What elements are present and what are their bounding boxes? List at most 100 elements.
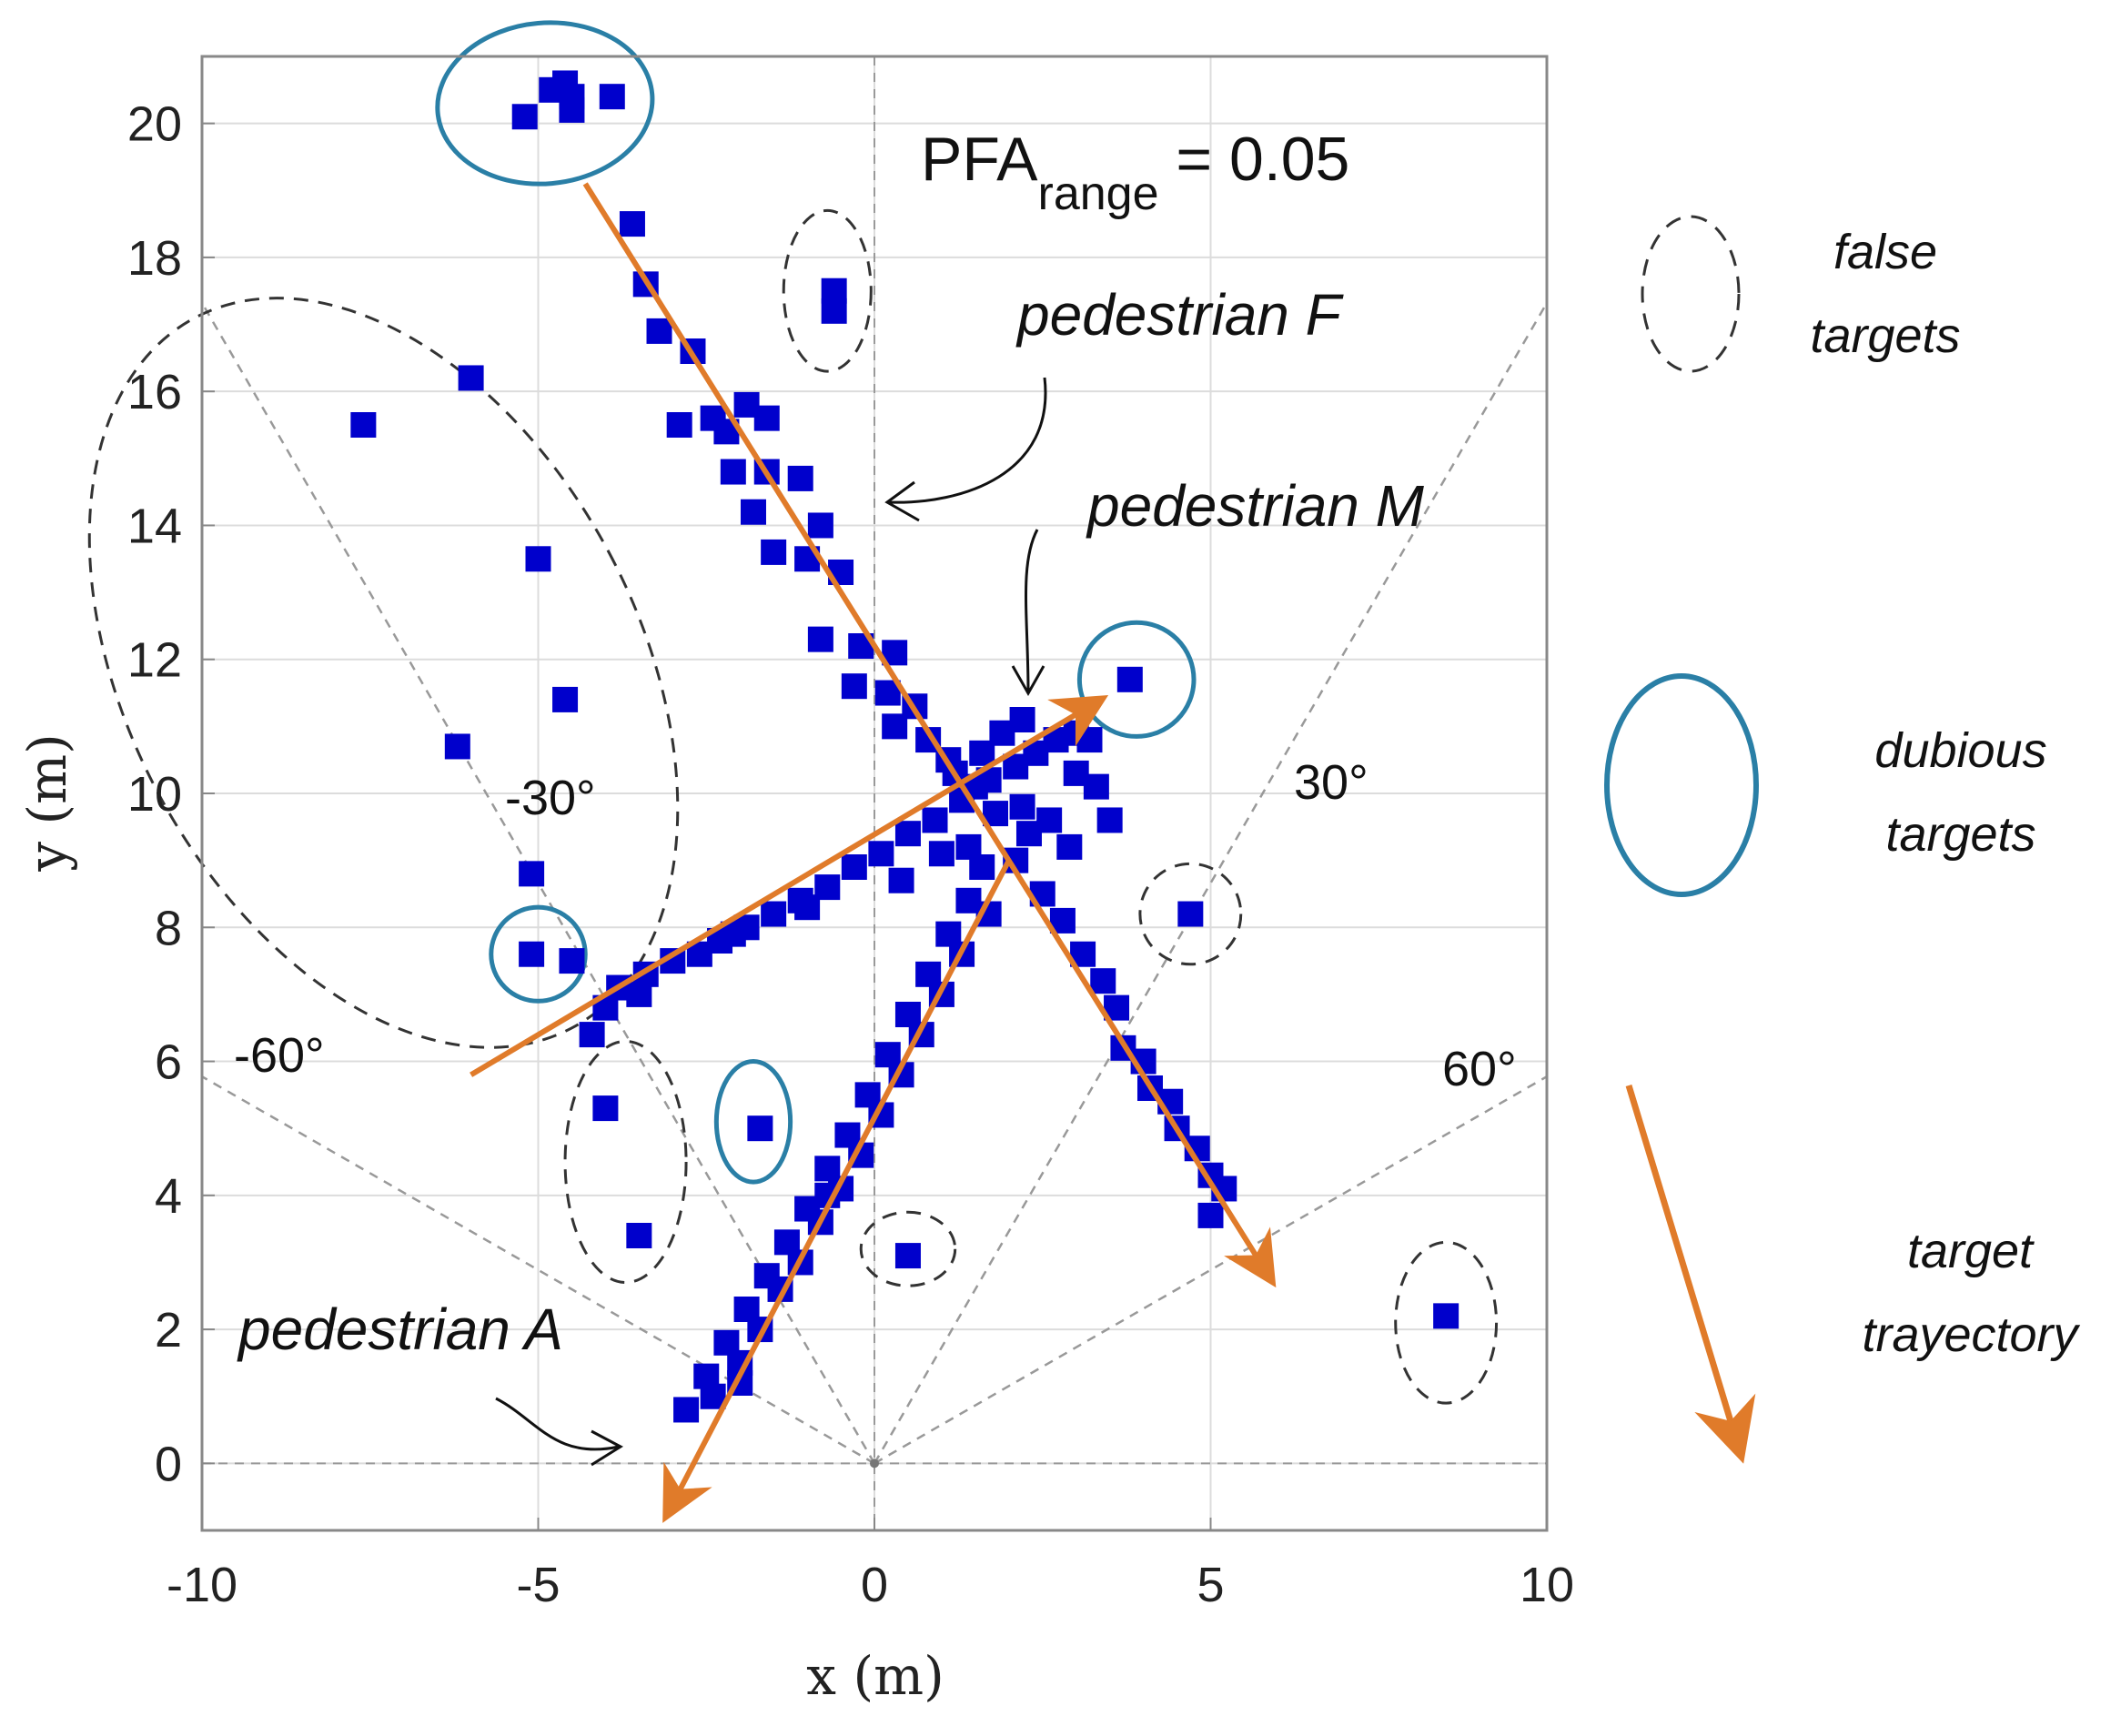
detection-marker-track-m xyxy=(1076,727,1103,753)
detection-marker-track-m xyxy=(1036,807,1063,833)
angle-line xyxy=(201,1075,875,1465)
detection-marker-track-f xyxy=(646,318,672,344)
pfa-value: = 0.05 xyxy=(1159,125,1350,194)
detection-marker-dubious-target xyxy=(519,941,545,967)
false-target-region xyxy=(1138,862,1243,966)
false-target-region xyxy=(563,1039,688,1285)
x-tick-label: 0 xyxy=(861,1558,888,1612)
false-target-region xyxy=(782,208,873,373)
detection-marker-track-m xyxy=(868,841,894,867)
trajectory-arrow xyxy=(582,182,1277,1288)
detection-marker-dubious-target xyxy=(599,84,625,110)
y-tick-label: 0 xyxy=(155,1437,182,1491)
x-tick-label: 5 xyxy=(1197,1558,1224,1612)
legend-trajectory-line1: target xyxy=(1907,1224,2035,1278)
legend: false targets dubious targets target tra… xyxy=(1604,215,2081,1464)
y-tick-label: 18 xyxy=(127,231,182,286)
pointer-pedestrian-m xyxy=(1025,529,1039,692)
pointer-pedestrian-a xyxy=(495,1397,620,1451)
detection-marker-dubious-target xyxy=(511,104,538,130)
detection-marker-track-m xyxy=(888,867,914,893)
y-tick-label: 4 xyxy=(155,1169,182,1224)
detection-marker-track-m xyxy=(626,981,652,1007)
legend-dubious-targets-swatch xyxy=(1604,673,1759,897)
callout-pointers xyxy=(495,377,1047,1467)
detection-marker-track-f xyxy=(882,713,908,740)
legend-trajectory-line2: trayectory xyxy=(1862,1307,2080,1362)
detection-marker-track-f xyxy=(1197,1202,1224,1228)
detection-marker-track-f xyxy=(1090,968,1116,994)
detection-marker-track-m xyxy=(928,841,954,867)
detection-marker-false-target xyxy=(894,1243,921,1269)
angle-line xyxy=(874,1075,1548,1465)
x-tick-label: -10 xyxy=(167,1558,237,1612)
legend-dubious-targets-line1: dubious xyxy=(1874,723,2046,778)
detection-marker-false-target xyxy=(592,1095,619,1122)
x-axis-label: x (m) xyxy=(806,1645,944,1707)
detection-marker-track-f xyxy=(740,499,766,525)
dubious-target-region xyxy=(713,1059,793,1185)
legend-dubious-targets-line2: targets xyxy=(1885,807,2035,862)
detection-marker-dubious-target xyxy=(1116,666,1143,692)
detection-marker-track-m xyxy=(1063,760,1089,786)
legend-false-targets-line1: false xyxy=(1833,225,1937,279)
trajectory-arrow xyxy=(470,694,1109,1077)
detection-marker-track-a xyxy=(673,1397,700,1423)
detection-marker-track-m xyxy=(794,894,821,921)
detection-marker-false-target xyxy=(519,861,545,887)
detection-marker-track-m xyxy=(922,807,948,833)
pfa-main: PFA xyxy=(921,125,1038,194)
legend-trajectory-swatch xyxy=(1625,1084,1756,1464)
origin-dot xyxy=(870,1458,879,1469)
grid-layer xyxy=(201,56,1548,1530)
detection-marker-false-target xyxy=(821,298,847,324)
dubious-target-region xyxy=(489,904,588,1004)
detection-marker-track-f xyxy=(761,539,787,565)
y-tick-label: 8 xyxy=(155,901,182,955)
angle-label-minus-30: -30° xyxy=(505,771,596,825)
detection-marker-false-target xyxy=(1433,1303,1459,1329)
legend-false-targets-swatch xyxy=(1641,215,1741,373)
detection-marker-dubious-target xyxy=(747,1115,773,1142)
detection-marker-track-m xyxy=(1009,793,1035,820)
dubious-target-region xyxy=(435,20,655,187)
trajectory-arrow xyxy=(662,859,1012,1523)
pfa-subscript: range xyxy=(1038,167,1159,220)
detection-marker-track-f xyxy=(666,412,692,438)
detection-marker-false-target xyxy=(350,412,377,438)
pfa-annotation: PFArange = 0.05 xyxy=(921,125,1349,220)
angle-line xyxy=(200,302,876,1464)
pedestrian-m-label: pedestrian M xyxy=(1086,473,1425,539)
angle-label-minus-60: -60° xyxy=(234,1028,325,1083)
detection-marker-track-f xyxy=(841,673,867,700)
legend-false-targets-line2: targets xyxy=(1810,308,1960,363)
pointer-pedestrian-f xyxy=(886,377,1047,504)
angle-label-60: 60° xyxy=(1442,1042,1517,1096)
y-tick-label: 2 xyxy=(155,1303,182,1358)
angle-line xyxy=(873,302,1549,1464)
y-tick-label: 20 xyxy=(127,97,182,152)
detection-marker-track-m xyxy=(559,948,585,974)
region-ellipses-layer xyxy=(87,20,1499,1405)
pointer-pedestrian-f-head xyxy=(884,480,920,522)
detection-marker-track-f xyxy=(720,459,746,485)
false-target-region xyxy=(859,1210,957,1287)
dubious-target-region xyxy=(1076,620,1197,739)
detection-marker-track-f xyxy=(619,211,645,237)
false-target-region xyxy=(87,297,680,1049)
detection-marker-track-m xyxy=(841,854,867,880)
detection-marker-false-target xyxy=(626,1223,652,1248)
pedestrian-a-label: pedestrian A xyxy=(237,1297,563,1362)
detection-marker-track-m xyxy=(1096,807,1123,833)
y-tick-label: 6 xyxy=(155,1035,182,1090)
pointer-pedestrian-m-head xyxy=(1011,665,1045,697)
y-tick-label: 10 xyxy=(127,767,182,822)
x-tick-label: 10 xyxy=(1520,1558,1574,1612)
detection-marker-false-target xyxy=(552,686,579,712)
detection-marker-false-target xyxy=(525,546,551,572)
detection-marker-track-m xyxy=(894,821,921,847)
trajectory-arrows-layer xyxy=(470,182,1277,1523)
angle-lines-layer xyxy=(200,302,1549,1469)
